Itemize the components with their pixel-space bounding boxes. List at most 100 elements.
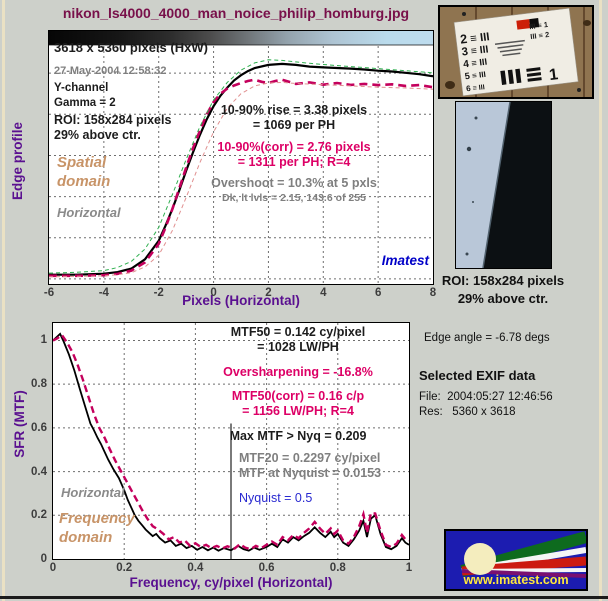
rise-corrected-line2: = 1311 per PH; R=4: [237, 155, 351, 169]
series-edge-profile-black-solid: [49, 62, 433, 276]
test-chart-thumbnail: 2 ≡ III 3 ≡ III 4 ≡ III 5 ≡ III 6 ≡ III III ≡ 1 II…: [438, 5, 594, 99]
logo-url-text: www.imatest.com: [462, 573, 568, 587]
mtf50-annotation-line1: MTF50 = 0.142 cy/pixel: [230, 325, 366, 339]
exif-header: Selected EXIF data: [419, 368, 536, 383]
edge-chart-y-axis-label: Edge profile: [10, 122, 25, 201]
mtf50-corrected-line2: = 1156 LW/PH; R=4: [242, 404, 354, 418]
sfr-mtf-chart: MTF50 = 0.142 cy/pixel = 1028 LW/PH Over…: [31, 322, 412, 590]
series-mtf-corrected-magenta-dashed: [53, 333, 409, 551]
x-tick-label: 1: [405, 562, 413, 574]
edge-chart-x-axis-label: Pixels (Horizontal): [182, 293, 300, 308]
x-tick-label: -2: [153, 287, 164, 299]
usaf-left-number: 3: [461, 46, 469, 59]
imatest-flag-logo: www.imatest.com: [446, 531, 588, 589]
max-mtf-annotation: Max MTF > Nyq = 0.209: [229, 429, 367, 443]
roi-crop-thumbnail: [455, 101, 552, 269]
sfr-chart-x-axis-label: Frequency, cy/pixel (Horizontal): [129, 575, 333, 590]
window-edge-right: [599, 0, 602, 601]
spatial-domain-label: Spatial domain: [57, 154, 111, 190]
series-mtf-black-solid: [53, 332, 409, 552]
wood-knot: [445, 81, 455, 89]
y-tick-label: 0.4: [31, 465, 47, 478]
series-edge-green-dashed: [49, 59, 433, 274]
y-tick-label: 1: [40, 334, 47, 347]
x-tick-label: 0.6: [258, 562, 275, 574]
usaf-bar-pattern: ≡ III: [472, 83, 485, 92]
edge-intensity-gradient-bar: [49, 31, 433, 45]
window-edge-left: [2, 0, 5, 601]
x-tick-label: 4: [320, 287, 327, 299]
y-tick-label: 0.8: [31, 378, 47, 391]
sfr-chart-y-axis-label: SFR (MTF): [12, 390, 27, 458]
usaf-right-row: III ≡ 2: [530, 30, 550, 41]
edge-profile-plot-canvas: [49, 31, 433, 284]
usaf-left-number: 5: [464, 71, 470, 82]
edge-angle-readout: Edge angle = -6.78 degs: [424, 332, 550, 344]
rise-corrected-line1: 10-90%(corr) = 2.76 pixels: [217, 140, 371, 154]
roi-annotation-line1: ROI: 158x284 pixels: [54, 113, 172, 127]
x-tick-label: 0.8: [329, 562, 346, 574]
window-edge-bottom: [0, 596, 608, 599]
nyquist-label: Nyquist = 0.5: [239, 491, 313, 505]
usaf-bottom-number: 1: [548, 66, 559, 84]
usaf-left-number: 4: [463, 59, 470, 71]
moon-icon: [464, 543, 496, 575]
usaf-bar-pattern: ≡ III: [470, 44, 489, 57]
y-tick-label: 0: [40, 553, 47, 565]
sfr-mtf-plot-canvas: [53, 323, 409, 559]
x-tick-label: 0: [210, 287, 217, 299]
date-annotation: 27-May-2004 12:58:32: [54, 65, 167, 77]
x-tick-label: -6: [43, 287, 55, 299]
x-tick-label: 8: [429, 287, 437, 299]
x-tick-label: 0.4: [187, 562, 204, 574]
frequency-domain-label: Frequency domain: [59, 510, 135, 546]
mtf20-annotation: MTF20 = 0.2297 cy/pixel: [239, 451, 381, 465]
roi-annotation-line2: 29% above ctr.: [54, 128, 141, 142]
series-edge-profile-corrected-magenta-dashed: [49, 78, 433, 278]
usaf-bar-pattern: ≡ III: [471, 57, 488, 69]
roi-edge-image: [456, 101, 551, 269]
edge-orientation-label: Horizontal: [57, 205, 121, 220]
mtf50-corrected-line1: MTF50(corr) = 0.16 c/p: [231, 389, 365, 403]
exif-resolution-line: Res: 5360 x 3618: [419, 406, 516, 418]
mtf50-annotation-line2: = 1028 LW/PH: [257, 340, 339, 354]
roi-caption-line1: ROI: 158x284 pixels: [441, 273, 565, 288]
y-tick-label: 0.6: [31, 421, 47, 434]
edge-profile-chart: 3618 x 5360 pixels (HxW) 27-May-2004 12:…: [44, 30, 436, 308]
x-tick-label: 2: [265, 287, 272, 299]
figure-title: nikon_ls4000_4000_man_noice_philip_hombu…: [62, 5, 410, 21]
usaf-left-number: 6: [466, 84, 472, 94]
y-tick-label: 0.2: [31, 509, 47, 522]
exif-file-line: File: 2004:05:27 12:46:56: [419, 391, 553, 403]
channel-annotation: Y-channel: [54, 82, 109, 94]
x-tick-label: 6: [374, 287, 382, 299]
x-tick-label: 0: [49, 562, 57, 574]
roi-marker: [516, 19, 531, 30]
x-tick-label: -4: [98, 287, 109, 299]
usaf-bar-pattern: ≡ III: [470, 31, 491, 45]
roi-caption: ROI: 158x284 pixels 29% above ctr.: [418, 272, 588, 308]
roi-caption-line2: 29% above ctr.: [457, 291, 549, 306]
wood-knot: [583, 20, 591, 26]
imatest-logo-link[interactable]: www.imatest.com: [444, 529, 588, 591]
usaf-right-row: III ≡ 1: [529, 20, 549, 31]
image-size-annotation: 3618 x 5360 pixels (HxW): [54, 40, 208, 55]
edge-annotation-block: 10-90% rise = 3.38 pixels = 1069 per PH …: [154, 103, 434, 206]
usaf-left-number: 2: [459, 32, 468, 47]
rise-annotation-line1: 10-90% rise = 3.38 pixels: [220, 103, 368, 117]
gamma-annotation: Gamma = 2: [54, 97, 116, 109]
levels-annotation: Dk, lt lvls = 2.15, 143.6 of 255: [222, 192, 366, 204]
sfr-orientation-label: Horizontal: [61, 485, 125, 500]
x-tick-label: 0.2: [116, 562, 133, 574]
overshoot-annotation: Overshoot = 10.3% at 5 pxls: [211, 176, 377, 190]
mtf-at-nyquist-annotation: MTF at Nyquist = 0.0153: [239, 466, 382, 480]
sfr-annotation-block: MTF50 = 0.142 cy/pixel = 1028 LW/PH Over…: [158, 325, 438, 506]
rise-annotation-line2: = 1069 per PH: [252, 118, 336, 132]
usaf-bottom-pattern: 1: [500, 66, 559, 85]
oversharpening-annotation: Oversharpening = -16.8%: [223, 365, 373, 379]
